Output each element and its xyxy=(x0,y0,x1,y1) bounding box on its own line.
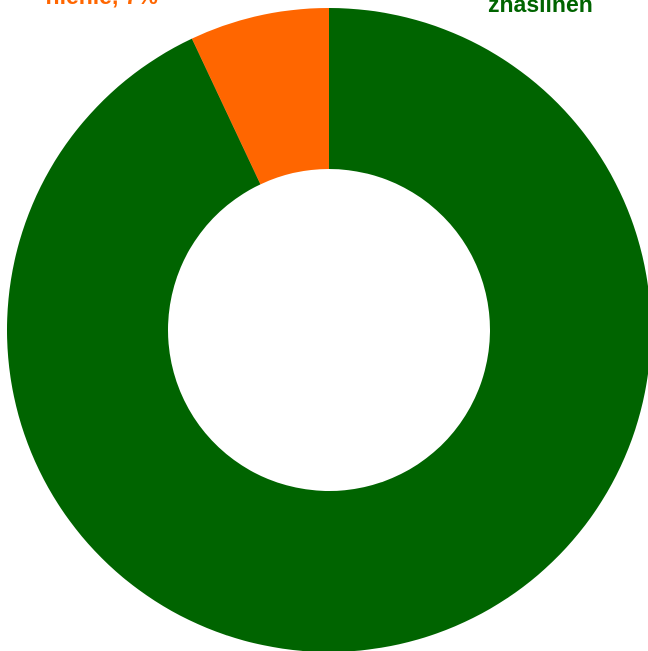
donut-slice xyxy=(7,8,648,651)
donut-slice xyxy=(191,8,329,185)
slice-label: zhasilnen xyxy=(488,0,593,17)
slice-label: nienie, 7% xyxy=(46,0,158,9)
